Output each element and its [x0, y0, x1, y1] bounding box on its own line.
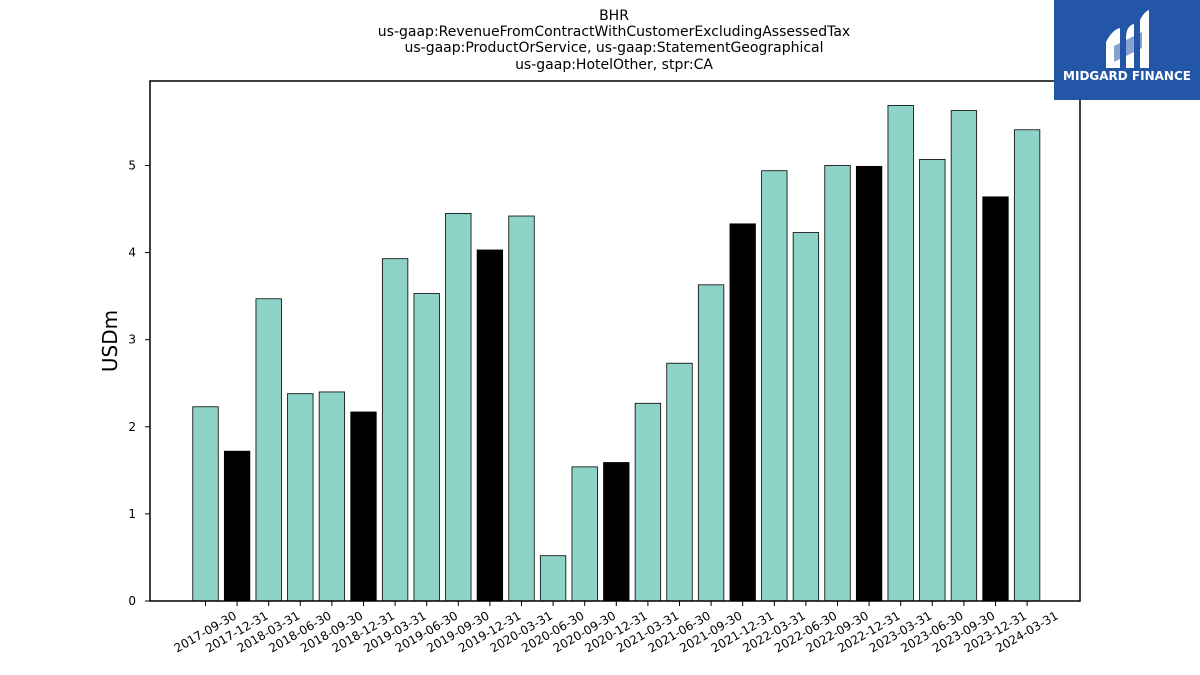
bar-2019-09-30 — [445, 212, 472, 602]
bar-series — [192, 104, 1041, 602]
bar-2018-12-31 — [350, 411, 377, 602]
bar-2019-12-31 — [476, 249, 504, 602]
y-axis-label: USDm — [98, 310, 122, 372]
bar-2023-03-31 — [887, 104, 914, 602]
bar-2019-06-30 — [413, 293, 440, 602]
title-line-2: us-gaap:RevenueFromContractWithCustomerE… — [378, 24, 850, 40]
bar-2023-12-31 — [982, 196, 1009, 602]
x-axis-ticks: 2017-09-302017-12-312018-03-312018-06-30… — [172, 601, 1061, 655]
y-tick-label: 4 — [128, 246, 136, 260]
chart-title: BHR us-gaap:RevenueFromContractWithCusto… — [378, 8, 850, 73]
bar-2020-09-30 — [571, 466, 598, 602]
y-tick-label: 5 — [128, 158, 136, 172]
bar-2018-09-30 — [318, 391, 346, 602]
bar-2021-03-31 — [634, 402, 662, 602]
plot-frame — [149, 80, 1081, 602]
bar-2024-03-31 — [1013, 129, 1041, 602]
logo-mark-icon — [1106, 10, 1149, 68]
bar-2021-09-30 — [697, 284, 725, 602]
bar-2023-09-30 — [950, 110, 978, 602]
y-tick-label: 3 — [128, 333, 136, 347]
bar-2020-03-31 — [508, 215, 535, 602]
bar-2022-12-31 — [855, 165, 883, 602]
bar-2020-12-31 — [603, 462, 630, 602]
bar-2017-12-31 — [223, 450, 251, 602]
bar-2022-06-30 — [792, 232, 820, 602]
bar-2018-06-30 — [287, 393, 314, 602]
y-tick-label: 2 — [128, 420, 136, 434]
y-tick-label: 0 — [128, 594, 136, 608]
title-line-3: us-gaap:ProductOrService, us-gaap:Statem… — [404, 40, 823, 56]
bar-2021-12-31 — [729, 223, 756, 602]
bar-2017-09-30 — [192, 406, 219, 602]
bar-2020-06-30 — [539, 555, 567, 602]
title-line-4: us-gaap:HotelOther, stpr:CA — [515, 57, 713, 73]
logo-text: MIDGARD FINANCE — [1063, 69, 1191, 83]
bar-2023-06-30 — [919, 158, 946, 602]
y-tick-label: 1 — [128, 507, 136, 521]
y-axis-ticks: 0 1 2 3 4 5 — [128, 158, 150, 608]
midgard-finance-logo: MIDGARD FINANCE — [1054, 0, 1200, 100]
bar-2018-03-31 — [255, 298, 282, 602]
bar-2019-03-31 — [381, 258, 409, 602]
bar-2022-09-30 — [824, 165, 851, 602]
bar-2022-03-31 — [761, 170, 788, 602]
bar-2021-06-30 — [666, 362, 693, 602]
title-line-1: BHR — [599, 8, 629, 24]
